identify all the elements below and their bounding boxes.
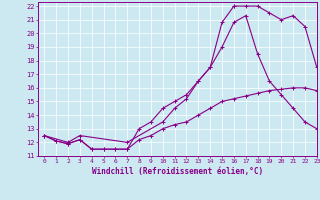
X-axis label: Windchill (Refroidissement éolien,°C): Windchill (Refroidissement éolien,°C)	[92, 167, 263, 176]
